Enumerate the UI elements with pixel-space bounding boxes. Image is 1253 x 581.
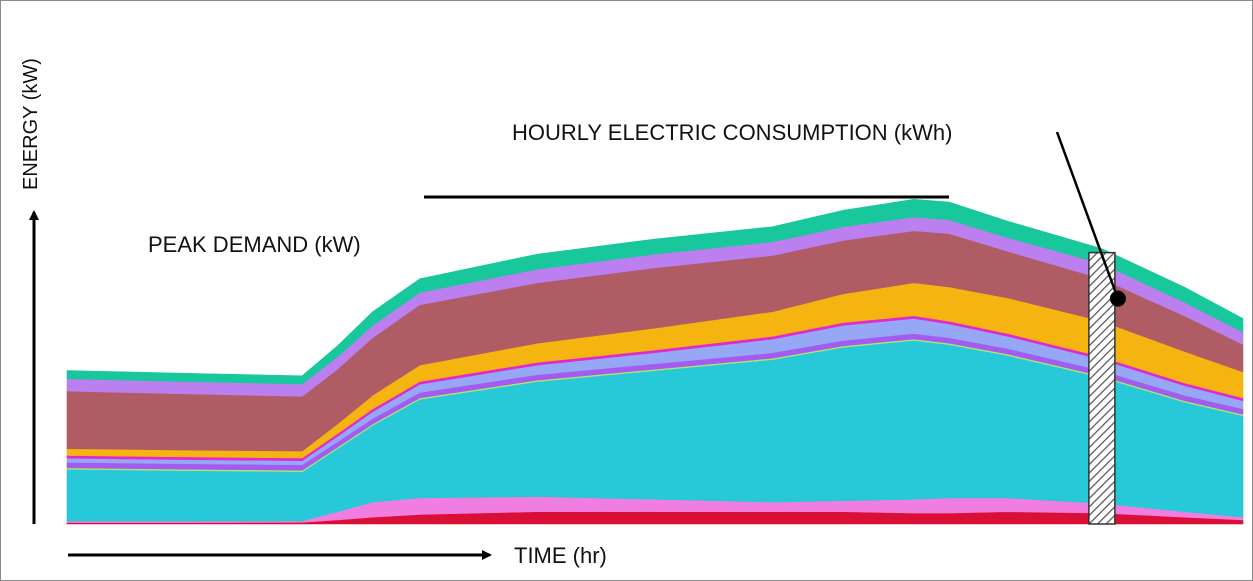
hourly-consumption-label: HOURLY ELECTRIC CONSUMPTION (kWh) [512, 120, 952, 145]
hourly-consumption-marker [1109, 290, 1126, 307]
y-axis-label: ENERGY (kW) [20, 58, 42, 190]
peak-demand-label: PEAK DEMAND (kW) [148, 232, 361, 257]
stacked-area-layers [66, 199, 1244, 525]
area-layer-11 [66, 199, 1244, 385]
x-axis-label: TIME (hr) [514, 543, 607, 568]
hourly-consumption-bar [1088, 251, 1116, 525]
hourly-consumption-leader [1055, 131, 1120, 300]
